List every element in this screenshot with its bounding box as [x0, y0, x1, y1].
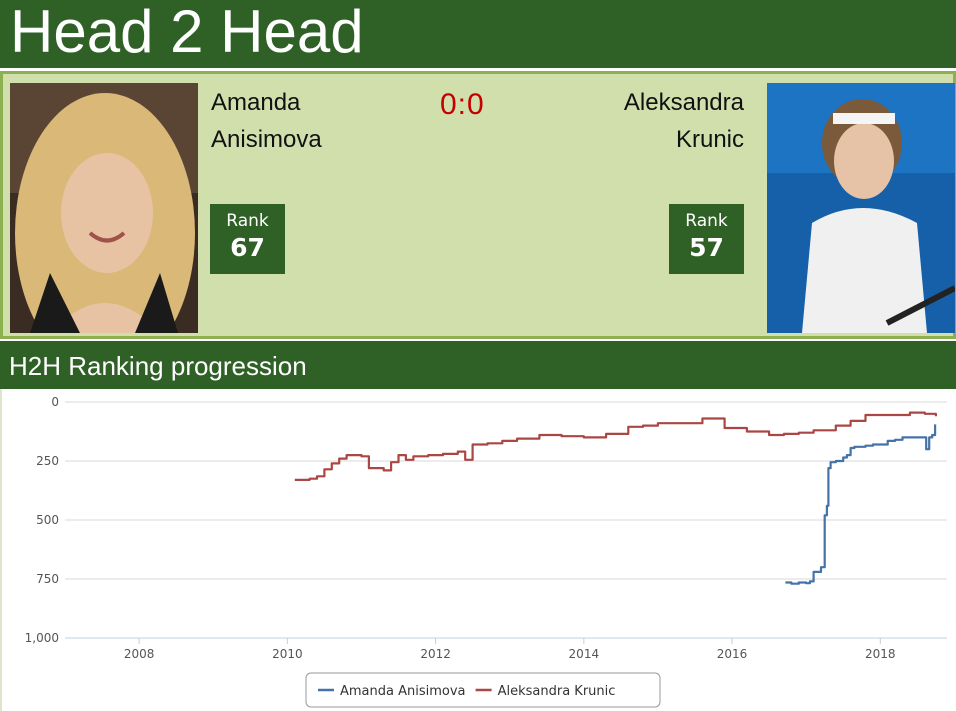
- section-title: H2H Ranking progression: [9, 351, 307, 381]
- x-tick-label: 2012: [420, 647, 451, 661]
- player-last-name-right: Krunic: [675, 126, 744, 153]
- page-title: Head 2 Head: [10, 0, 364, 65]
- page-header: Head 2 Head: [0, 0, 956, 68]
- ranking-chart: 0 250 500 750 1,000 2008 2010 2012 2014 2016 2018 A…: [0, 389, 956, 711]
- x-tick-label: 2008: [124, 647, 155, 661]
- series-line-amanda-anisimova: [785, 424, 937, 585]
- rank-value-right: 57: [689, 233, 724, 262]
- ranking-chart-svg: 0 250 500 750 1,000 2008 2010 2012 2014 2016 2018 A…: [25, 395, 947, 708]
- x-tick-label: 2010: [272, 647, 303, 661]
- series-line-aleksandra-krunic: [294, 411, 937, 481]
- player-name-right[interactable]: Aleksandra Krunic: [624, 84, 744, 158]
- player-photo-right: [767, 83, 955, 333]
- h2h-score: 0:0: [440, 88, 485, 121]
- player-first-name-left: Amanda: [211, 89, 301, 116]
- y-tick-label: 750: [36, 572, 59, 586]
- y-tick-label: 250: [36, 454, 59, 468]
- rank-badge-right: Rank 57: [669, 204, 744, 274]
- y-tick-label: 500: [36, 513, 59, 527]
- legend-label: Aleksandra Krunic: [498, 684, 616, 699]
- y-tick-label: 0: [51, 395, 59, 409]
- y-tick-label: 1,000: [25, 631, 59, 645]
- rank-value-left: 67: [230, 233, 265, 262]
- rank-label-right: Rank: [685, 211, 728, 231]
- player-last-name-left: Anisimova: [211, 126, 322, 153]
- player-first-name-right: Aleksandra: [623, 89, 744, 116]
- legend-label: Amanda Anisimova: [340, 684, 466, 699]
- x-tick-label: 2014: [569, 647, 600, 661]
- rank-label-left: Rank: [226, 211, 269, 231]
- x-tick-label: 2016: [717, 647, 748, 661]
- h2h-panel: Amanda Anisimova 0:0 Aleksandra Krunic R…: [0, 71, 956, 339]
- player-name-left[interactable]: Amanda Anisimova: [211, 84, 322, 158]
- x-tick-label: 2018: [865, 647, 896, 661]
- player-photo-left: [10, 83, 198, 333]
- section-header: H2H Ranking progression: [0, 341, 956, 389]
- rank-badge-left: Rank 67: [210, 204, 285, 274]
